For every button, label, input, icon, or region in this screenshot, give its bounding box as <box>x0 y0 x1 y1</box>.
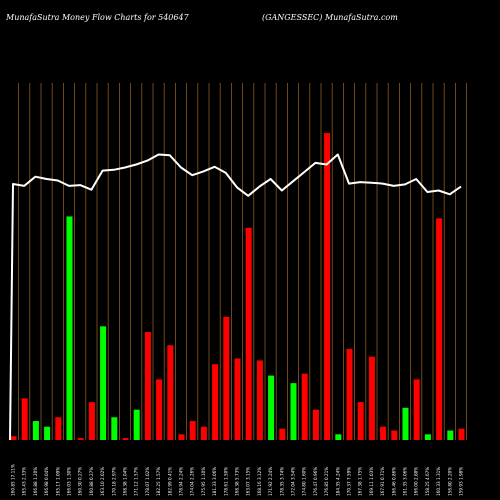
money-flow-bar <box>290 383 297 440</box>
x-tick-label: 167.91 0.71% <box>380 467 385 496</box>
money-flow-bar <box>413 379 420 440</box>
money-flow-bar <box>346 349 353 440</box>
x-tick-label: 168.16 3.12% <box>257 467 262 496</box>
price-line <box>9 153 462 441</box>
money-flow-bar <box>279 428 286 440</box>
money-flow-bar <box>312 409 319 440</box>
x-tick-label: 160.33 1.31% <box>436 467 441 496</box>
money-flow-bar <box>245 227 252 440</box>
x-tick-label: 171.12 1.57% <box>134 467 139 496</box>
x-tick-label: 170.18 2.97% <box>111 467 116 496</box>
money-flow-bar <box>111 417 118 440</box>
chart-header-right: (GANGESSEC) MunafaSutra.com <box>262 13 398 22</box>
x-tick-label: 168.38 1.04% <box>123 467 128 496</box>
money-flow-bar <box>268 375 275 440</box>
money-flow-bar <box>436 218 443 440</box>
money-flow-bar <box>402 407 409 440</box>
x-tick-label: 184.35 4.24% <box>335 467 340 496</box>
x-tick-label: 178.94 2.24% <box>179 467 184 496</box>
x-tick-label: 167.38 1.75% <box>358 467 363 496</box>
money-flow-bar <box>189 421 196 440</box>
x-tick-label: 160.88 0.27% <box>89 467 94 496</box>
money-flow-bar <box>391 430 398 440</box>
x-tick-label: 166.00 2.88% <box>414 467 419 496</box>
x-tick-label: 166.46 0.86% <box>391 467 396 496</box>
x-tick-label: 158.25 4.67% <box>425 467 430 496</box>
x-tick-label: 166.98 0.04% <box>44 467 49 496</box>
x-tick-label: 165.17 1.09% <box>55 467 60 496</box>
money-flow-bar <box>357 402 364 440</box>
money-flow-bar <box>10 436 17 440</box>
money-flow-bar <box>167 345 174 440</box>
x-tick-label: 165.43 2.33% <box>22 467 27 496</box>
price-line-group <box>9 153 462 441</box>
x-tick-label: 161.35 3.06% <box>403 467 408 496</box>
x-tick-label: 156.80 2.20% <box>447 467 452 496</box>
x-tick-label: 172.04 3.54% <box>291 467 296 496</box>
x-tick-label: 176.47 0.96% <box>313 467 318 496</box>
x-tick-label: 182.25 1.57% <box>156 467 161 496</box>
money-flow-bar <box>32 421 39 440</box>
x-axis-labels: 160.85 17.11% 165.43 2.33% 166.88 1.20% 166… <box>11 464 464 496</box>
x-tick-label: 181.33 3.06% <box>212 467 217 496</box>
money-flow-bar <box>156 379 163 440</box>
money-flow-bar <box>44 426 51 440</box>
money-flow-bar <box>133 409 140 440</box>
money-flow-bar <box>301 373 308 440</box>
x-tick-label: 159.93 1.98% <box>459 467 464 496</box>
money-flow-bar <box>122 438 129 440</box>
money-flow-bar <box>424 434 431 440</box>
money-flow-bar <box>77 438 84 440</box>
x-tick-label: 168.38 5.73% <box>235 467 240 496</box>
x-tick-label: 178.35 3.74% <box>279 467 284 496</box>
money-flow-bar <box>335 434 342 440</box>
money-flow-bar <box>447 430 454 440</box>
x-tick-label: 175.95 1.10% <box>201 467 206 496</box>
money-flow-bar <box>368 356 375 440</box>
x-tick-label: 176.85 0.21% <box>324 467 329 496</box>
x-tick-label: 178.61 1.50% <box>223 467 228 496</box>
chart-header-left: MunafaSutra Money Flow Charts for 540647 <box>5 13 190 22</box>
money-flow-bar <box>380 426 387 440</box>
money-flow-bar <box>256 360 263 440</box>
x-tick-label: 160.30 0.27% <box>78 467 83 496</box>
x-tick-label: 170.37 7.59% <box>347 467 352 496</box>
money-flow-bar <box>66 216 73 440</box>
x-tick-label: 166.88 1.20% <box>33 467 38 496</box>
money-flow-bar <box>88 402 95 440</box>
x-tick-label: 171.92 2.24% <box>268 467 273 496</box>
money-flow-bars <box>10 133 465 441</box>
x-tick-label: 163.07 3.15% <box>246 467 251 496</box>
money-flow-bar <box>234 358 241 440</box>
money-flow-bar <box>212 364 219 440</box>
x-tick-label: 182.99 0.41% <box>167 467 172 496</box>
money-flow-bar <box>21 398 28 440</box>
gridlines <box>18 83 468 440</box>
x-tick-label: 178.07 1.02% <box>145 467 150 496</box>
money-flow-bar <box>223 316 230 440</box>
money-flow-bar <box>458 428 465 440</box>
money-flow-bar <box>144 332 151 440</box>
x-tick-label: 169.11 1.03% <box>369 467 374 496</box>
money-flow-bar <box>200 426 207 440</box>
money-flow-bar <box>100 326 107 440</box>
money-flow-bar <box>324 133 331 441</box>
x-tick-label: 163.10 2.02% <box>100 467 105 496</box>
x-tick-label: 166.03 1.30% <box>67 467 72 496</box>
x-tick-label: 174.80 1.60% <box>302 467 307 496</box>
x-tick-label: 174.04 2.26% <box>190 467 195 496</box>
money-flow-bar <box>55 417 62 440</box>
x-tick-label: 160.85 17.11% <box>11 464 16 496</box>
money-flow-bar <box>178 434 185 440</box>
